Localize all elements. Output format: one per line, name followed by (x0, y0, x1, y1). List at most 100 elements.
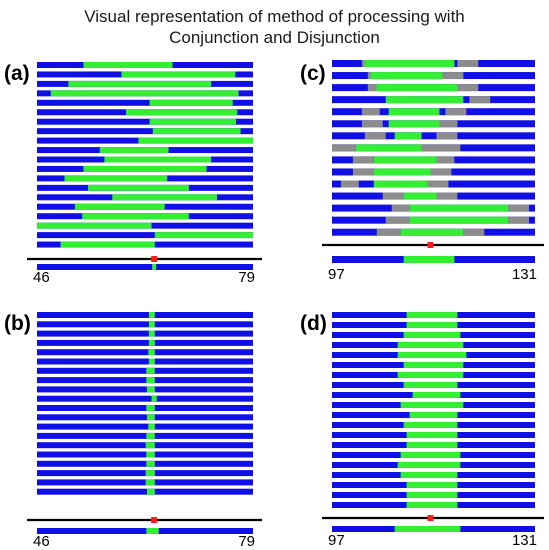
panel-b: (b) 46 79 (4, 312, 262, 550)
panel-b-row-16-inside-segment-0 (146, 460, 155, 467)
panel-a-row-4-inside-segment-0 (149, 99, 233, 106)
panel-c-row-13-inside-segment-0 (409, 216, 509, 224)
panel-d-marker (427, 515, 434, 521)
panel-c-row-10-inside-segment-0 (373, 180, 428, 188)
panel-d-row-8-inside-segment-0 (412, 392, 461, 398)
figure-title-line-1: Visual representation of method of proce… (84, 7, 465, 26)
panel-c-row-12-inside-segment-0 (409, 204, 509, 212)
panel-d-row-9-inside-segment-0 (400, 402, 464, 408)
panel-d-row-5-inside-segment-0 (403, 362, 464, 368)
panel-d-row-17-inside-segment-0 (406, 482, 458, 488)
panel-c-row-11-inside-segment-0 (403, 192, 437, 200)
panel-c-row-2-inside-segment-0 (376, 84, 458, 92)
panel-c-row-9-uncertain-segment-0 (352, 168, 374, 176)
panel-b-tick-min: 46 (33, 533, 50, 550)
panel-a-row-18-outside-bar (37, 232, 253, 239)
panel-d: (d) 97 131 (300, 312, 544, 549)
panel-c-row-13-uncertain-segment-1 (508, 216, 530, 224)
panel-b-row-5-outside-bar (37, 358, 253, 365)
panel-b-row-4-outside-bar (37, 349, 253, 356)
panel-c-row-13-uncertain-segment-0 (385, 216, 410, 224)
panel-c-row-10-uncertain-segment-1 (427, 180, 449, 188)
panel-c-row-2-uncertain-segment-1 (457, 84, 479, 92)
panel-a-row-11-inside-segment-0 (83, 165, 207, 172)
panel-c-row-7-inside-segment-0 (355, 144, 422, 152)
panel-b-row-6-outside-bar (37, 367, 253, 374)
panel-c-row-8-uncertain-segment-1 (436, 156, 455, 164)
panel-b-row-14-inside-segment-0 (145, 442, 155, 449)
panel-c-row-0-uncertain-segment-1 (457, 60, 479, 67)
panel-a-row-6-inside-segment-0 (149, 118, 236, 125)
panel-d-tick-max: 131 (512, 532, 537, 549)
panel-d-row-10-inside-segment-0 (409, 412, 458, 418)
panel-d-tick-min: 97 (328, 532, 345, 549)
panel-b-row-13-inside-segment-0 (146, 432, 155, 439)
panel-c: (c) 97 131 (300, 60, 544, 283)
panel-c-row-4-uncertain-segment-1 (445, 108, 467, 116)
panel-b-row-10-outside-bar (37, 405, 253, 411)
panel-b-row-5-inside-segment-0 (148, 358, 155, 365)
panel-c-row-3-uncertain-segment-1 (469, 96, 491, 104)
panel-c-row-11-uncertain-segment-1 (436, 192, 458, 200)
panel-b-row-11-outside-bar (37, 414, 253, 421)
panel-b-row-17-outside-bar (37, 470, 253, 477)
panel-b-result-row-inside-segment-0 (146, 528, 159, 534)
panel-c-row-12-uncertain-segment-0 (391, 204, 410, 212)
panel-a-tick-min: 46 (33, 269, 50, 286)
panel-c-row-4-uncertain-segment-0 (361, 108, 380, 116)
panel-b-row-3-inside-segment-0 (148, 339, 155, 346)
panel-a-row-8-inside-segment-0 (138, 137, 253, 144)
panel-a-row-16-inside-segment-0 (82, 213, 189, 220)
panel-c-row-6-outside-bar (332, 132, 535, 140)
panel-c-row-1-inside-segment-0 (370, 72, 443, 80)
panel-c-label: (c) (300, 62, 326, 85)
panel-b-row-18-outside-bar (37, 479, 253, 486)
panel-c-row-14-uncertain-segment-1 (463, 228, 485, 236)
panel-d-row-16-inside-segment-0 (400, 472, 458, 478)
panel-c-row-5-uncertain-segment-0 (361, 120, 383, 128)
panel-c-row-4-inside-segment-0 (388, 108, 440, 116)
panel-b-row-2-inside-segment-0 (148, 330, 155, 337)
panel-d-row-19-inside-segment-0 (406, 502, 458, 508)
panel-b-row-6-inside-segment-0 (146, 367, 155, 374)
panel-c-row-14-uncertain-segment-0 (376, 228, 401, 236)
panel-b-marker (151, 517, 158, 523)
panel-b-row-12-inside-segment-0 (148, 423, 155, 430)
panel-c-row-12-uncertain-segment-1 (508, 204, 530, 212)
panel-c-row-5-uncertain-segment-1 (436, 120, 458, 128)
panel-b-row-15-outside-bar (37, 451, 253, 458)
panel-a-row-7-inside-segment-0 (152, 128, 241, 135)
panel-d-row-6-inside-segment-0 (397, 372, 464, 378)
panel-a-row-4-outside-bar (37, 99, 253, 106)
panel-c-result-row-inside-segment-0 (403, 256, 455, 263)
panel-b-row-7-inside-segment-0 (146, 377, 155, 384)
panel-a-row-19-inside-segment-0 (60, 241, 155, 248)
panel-b-row-1-outside-bar (37, 321, 253, 328)
panel-b-row-9-inside-segment-0 (151, 395, 157, 402)
panel-b-row-12-outside-bar (37, 423, 253, 430)
panel-b-row-13-outside-bar (37, 432, 253, 439)
panel-b-row-19-inside-segment-0 (146, 488, 155, 495)
panel-b-row-0-inside-segment-0 (148, 312, 155, 318)
panel-c-row-7-uncertain-segment-1 (421, 144, 461, 152)
panel-a-row-10-inside-segment-0 (104, 156, 212, 163)
panel-a-row-6-outside-bar (37, 118, 253, 125)
panel-a-row-3-inside-segment-0 (50, 90, 239, 97)
panel-a-row-12-inside-segment-0 (64, 175, 168, 182)
panel-b-row-18-inside-segment-0 (145, 479, 155, 486)
panel-b-row-14-outside-bar (37, 442, 253, 449)
panel-c-row-9-uncertain-segment-1 (430, 168, 452, 176)
panel-d-row-15-inside-segment-0 (397, 462, 461, 468)
panel-a-row-0-inside-segment-0 (83, 62, 173, 68)
panel-a-row-1-inside-segment-0 (121, 71, 236, 78)
panel-c-row-11-uncertain-segment-0 (382, 192, 404, 200)
panel-c-row-1-uncertain-segment-1 (442, 72, 464, 80)
panel-b-row-1-inside-segment-0 (148, 321, 155, 328)
panel-c-row-14-inside-segment-0 (400, 228, 464, 236)
panel-b-row-15-inside-segment-0 (146, 451, 155, 458)
panel-b-tick-max: 79 (238, 533, 255, 550)
panel-a-row-14-inside-segment-0 (112, 194, 217, 201)
panel-a: (a) 46 79 (4, 62, 262, 286)
panel-c-tick-max: 131 (512, 266, 537, 283)
